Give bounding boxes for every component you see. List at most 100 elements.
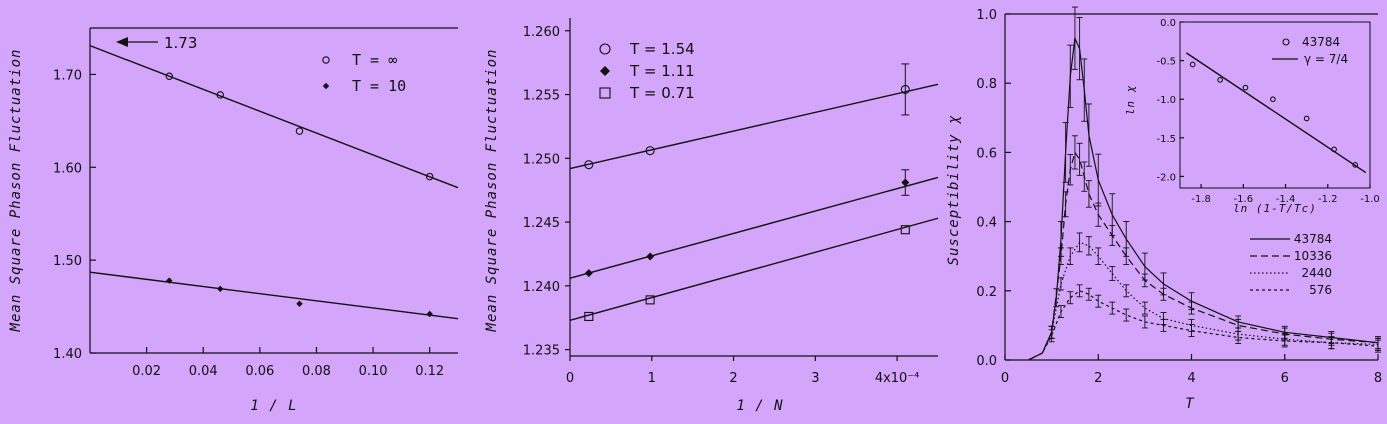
p3-ytick-label: 1.0: [976, 8, 997, 23]
p2-fit-line-3: [569, 217, 939, 321]
p2-legend-label: T = 1.54: [629, 40, 695, 58]
p2-data-point: [901, 178, 910, 187]
inset-data-point: [1242, 84, 1249, 91]
inset-xtick-label: -1.4: [1276, 194, 1296, 205]
p1-data-point: [166, 277, 173, 284]
p1-ytick-label: 1.60: [53, 161, 82, 176]
p1-data-point: [296, 300, 303, 307]
p1-data-point: [165, 72, 174, 81]
p1-ytick-label: 1.40: [53, 347, 82, 362]
p1-data-point: [425, 172, 434, 181]
inset-ytick-label: -1.5: [1156, 134, 1176, 145]
p2-data-point: [584, 269, 593, 278]
p1-xtick-label: 0.08: [302, 364, 331, 379]
p1-data-point: [216, 91, 224, 99]
p1-legend-marker: [322, 82, 330, 90]
p1-fit-line-1: [89, 44, 459, 189]
p2-xlabel: 1 / N: [736, 398, 783, 414]
p2-fit-line-2: [569, 176, 939, 279]
p3-ytick-label: 0.4: [976, 216, 997, 231]
p1-xtick-label: 0.12: [415, 364, 444, 379]
p1-ytick-label: 1.70: [53, 68, 82, 83]
p2-xtick-label: 1: [648, 371, 656, 386]
p2-ylabel: Mean Square Phason Fluctuation: [484, 49, 500, 333]
p1-xtick-label: 0.10: [359, 364, 388, 379]
p2-legend-label: T = 1.11: [629, 62, 695, 80]
p2-xtick-label: 0: [566, 371, 574, 386]
p1-annotation-arrowhead: [116, 37, 128, 47]
p1-ylabel: Mean Square Phason Fluctuation: [8, 49, 24, 333]
inset-frame: [1179, 21, 1371, 189]
p2-ytick-label: 1.245: [523, 216, 560, 231]
inset-legend-label: γ = 7/4: [1304, 52, 1348, 66]
p2-data-point: [645, 146, 655, 156]
inset-xtick-label: -1.8: [1191, 194, 1211, 205]
p3-xtick-label: 2: [1094, 371, 1102, 386]
p2-legend-label: T = 0.71: [629, 84, 695, 102]
p3-xtick-label: 6: [1281, 371, 1289, 386]
p3-series-2440: [1028, 241, 1379, 361]
inset-legend-label: 43784: [1302, 35, 1340, 49]
p2-data-point: [900, 225, 910, 235]
p2-data-point: [646, 252, 655, 261]
p2-data-point: [900, 84, 910, 94]
p3-ytick-label: 0.6: [976, 146, 997, 161]
p2-legend-marker: [600, 66, 610, 76]
inset-xtick-label: -1.6: [1234, 194, 1254, 205]
p3-ylabel: Susceptibility χ: [946, 115, 962, 266]
p2-ytick-label: 1.260: [523, 25, 560, 40]
inset-ytick-label: 0.0: [1160, 18, 1176, 29]
p1-legend-marker: [322, 56, 330, 64]
p3-legend-label: 2440: [1301, 266, 1332, 280]
p2-fit-line-1: [569, 83, 939, 170]
inset-xtick-label: -1.2: [1318, 194, 1338, 205]
p2-legend-marker: [599, 43, 611, 55]
p2-ytick-label: 1.250: [523, 152, 560, 167]
p2-xtick-label: 4x10⁻⁴: [875, 371, 920, 386]
p3-series-576: [1028, 290, 1379, 361]
p1-xtick-label: 0.06: [245, 364, 274, 379]
inset-fit-line: [1185, 52, 1367, 174]
p1-xtick-label: 0.04: [189, 364, 218, 379]
p1-data-point: [295, 127, 304, 135]
p3-ytick-label: 0.0: [976, 354, 997, 369]
p3-ytick-label: 0.8: [976, 77, 997, 92]
p2-data-point: [584, 160, 594, 170]
p3-xtick-label: 0: [1001, 371, 1009, 386]
p1-fit-line-2: [89, 271, 459, 320]
inset-ylabel: ln χ: [1124, 85, 1137, 116]
inset-data-point: [1189, 61, 1196, 68]
inset-data-point: [1303, 115, 1310, 122]
p1-data-point: [217, 285, 224, 293]
p1-legend-label: T = ∞: [352, 51, 397, 69]
p1-annotation-label: 1.73: [164, 34, 197, 52]
inset-ytick-label: -0.5: [1156, 57, 1176, 68]
p3-legend-label: 10336: [1294, 249, 1332, 263]
p2-data-point: [645, 295, 655, 305]
p3-legend-label: 43784: [1294, 232, 1332, 246]
inset-data-point: [1217, 77, 1223, 83]
p1-xlabel: 1 / L: [250, 398, 297, 414]
p2-xtick-label: 2: [729, 371, 737, 386]
p2-ytick-label: 1.255: [523, 89, 560, 104]
inset-xtick-label: -1.0: [1360, 194, 1380, 205]
p2-legend-marker: [599, 87, 611, 99]
p1-xtick-label: 0.02: [132, 364, 161, 379]
p1-ytick-label: 1.50: [53, 254, 82, 269]
inset-ytick-label: -2.0: [1156, 172, 1176, 183]
inset-data-point: [1352, 161, 1359, 168]
inset-data-point: [1270, 96, 1276, 103]
p2-data-point: [584, 311, 594, 322]
p3-ytick-label: 0.2: [976, 285, 997, 300]
p3-xtick-label: 8: [1374, 371, 1382, 386]
inset-legend-marker: [1282, 38, 1290, 46]
p3-xlabel: T: [1185, 396, 1195, 412]
p2-ytick-label: 1.240: [523, 280, 560, 295]
p1-legend-label: T = 10: [352, 77, 406, 95]
inset-data-point: [1331, 146, 1337, 153]
p3-xtick-label: 4: [1187, 371, 1195, 386]
p1-data-point: [426, 310, 433, 318]
inset-xlabel: ln (1-T/Tc): [1233, 202, 1317, 215]
